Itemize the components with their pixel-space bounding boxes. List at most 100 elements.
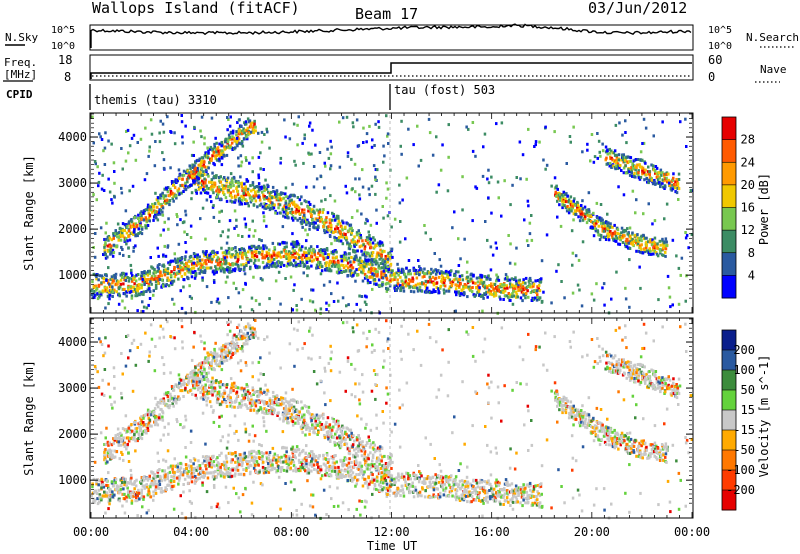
beam-title: Beam 17 xyxy=(355,5,418,23)
velocity-cell xyxy=(277,456,281,460)
power-cell xyxy=(162,166,166,170)
power-cell xyxy=(458,284,461,288)
power-cell xyxy=(450,284,454,288)
power-cell xyxy=(311,288,315,292)
power-cell xyxy=(261,185,264,189)
power-cell xyxy=(442,281,446,284)
power-cell xyxy=(211,270,215,274)
power-cell xyxy=(178,173,181,177)
power-cell xyxy=(170,180,174,183)
power-cell xyxy=(333,218,337,222)
power-cell xyxy=(323,248,326,252)
power-cell xyxy=(345,258,349,262)
power-cell xyxy=(247,192,250,196)
power-cell xyxy=(515,176,518,179)
power-cell xyxy=(229,185,233,189)
power-cell xyxy=(299,220,303,224)
velocity-cell xyxy=(179,466,183,470)
power-cell xyxy=(139,137,143,141)
velocity-cell xyxy=(211,462,214,466)
power-cell xyxy=(193,168,196,172)
power-cell xyxy=(308,124,311,128)
velocity-cell xyxy=(239,453,242,457)
power-cell xyxy=(389,257,392,261)
power-cell xyxy=(304,251,308,255)
velocity-cell xyxy=(253,459,257,462)
power-cell xyxy=(307,151,310,155)
power-cell xyxy=(402,289,406,293)
velocity-cell xyxy=(93,491,96,495)
power-cell xyxy=(255,255,259,259)
power-cell xyxy=(271,261,275,265)
power-cell xyxy=(624,286,627,290)
power-cell xyxy=(366,241,369,245)
velocity-cell xyxy=(171,464,175,468)
power-cell xyxy=(390,269,394,273)
power-cell xyxy=(207,266,211,270)
velocity-cell xyxy=(160,490,163,494)
power-cell xyxy=(225,145,229,149)
power-cell xyxy=(164,254,168,258)
velocity-cell xyxy=(106,484,110,487)
power-cell xyxy=(274,192,277,196)
power-cell xyxy=(277,251,281,255)
power-cell xyxy=(314,308,317,312)
y-tick-label: 4000 xyxy=(58,130,87,144)
power-cell xyxy=(624,171,628,175)
power-cell xyxy=(171,259,175,263)
power-cell xyxy=(296,241,300,245)
power-cell xyxy=(128,276,131,280)
power-cell xyxy=(223,251,226,255)
power-cell xyxy=(398,284,402,288)
power-cell xyxy=(325,247,329,250)
power-cell xyxy=(168,199,172,202)
power-cell xyxy=(153,269,156,273)
power-cell xyxy=(511,302,515,306)
power-cell xyxy=(596,156,599,160)
power-cell xyxy=(273,262,277,266)
power-cell xyxy=(384,263,387,267)
power-cell xyxy=(184,187,188,191)
power-cell xyxy=(124,276,127,280)
power-cell xyxy=(273,203,276,207)
power-cell xyxy=(348,247,352,251)
power-cell xyxy=(645,243,648,247)
power-cell xyxy=(273,195,276,199)
power-cell xyxy=(213,174,216,178)
power-cell xyxy=(519,296,523,300)
power-cell xyxy=(358,197,362,201)
power-cell xyxy=(93,295,96,299)
velocity-cell xyxy=(201,455,205,459)
power-cell xyxy=(203,142,206,146)
velocity-cell xyxy=(105,479,108,483)
power-cell xyxy=(263,202,266,206)
power-cell xyxy=(522,293,525,297)
power-cell xyxy=(538,140,541,144)
power-cell xyxy=(414,269,418,272)
power-cell xyxy=(233,209,237,213)
power-cell xyxy=(458,292,461,296)
velocity-cell xyxy=(153,482,156,486)
power-cell xyxy=(474,293,477,297)
power-cell xyxy=(351,121,355,125)
power-cell xyxy=(246,126,249,130)
velocity-cell xyxy=(220,463,224,466)
power-cell xyxy=(190,191,194,195)
power-cell xyxy=(232,175,236,179)
power-cell xyxy=(189,224,193,228)
power-cell xyxy=(651,238,654,242)
velocity-cell xyxy=(285,462,289,465)
power-cell xyxy=(365,251,368,255)
velocity-cell xyxy=(229,460,233,464)
velocity-cell xyxy=(254,470,258,474)
power-cell xyxy=(451,226,454,230)
power-cell xyxy=(437,288,440,292)
power-cell xyxy=(147,277,150,281)
power-cell xyxy=(278,196,281,200)
power-cell xyxy=(123,287,126,291)
power-cell xyxy=(354,279,357,283)
power-cell xyxy=(471,219,474,223)
power-cell xyxy=(231,200,234,204)
power-cell xyxy=(262,244,265,248)
power-cell xyxy=(527,127,530,131)
